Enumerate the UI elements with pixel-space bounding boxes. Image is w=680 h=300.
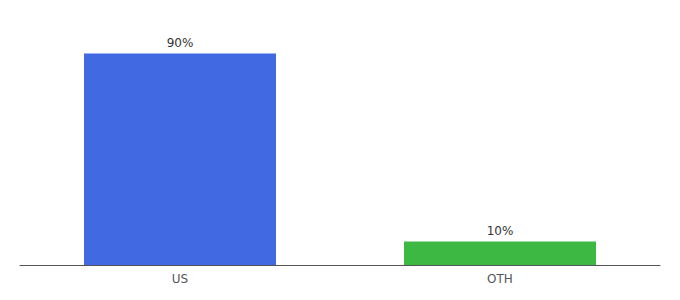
svg-text:90%: 90% — [167, 36, 194, 50]
svg-text:OTH: OTH — [487, 272, 513, 286]
svg-text:US: US — [172, 272, 188, 286]
svg-text:10%: 10% — [487, 224, 514, 238]
